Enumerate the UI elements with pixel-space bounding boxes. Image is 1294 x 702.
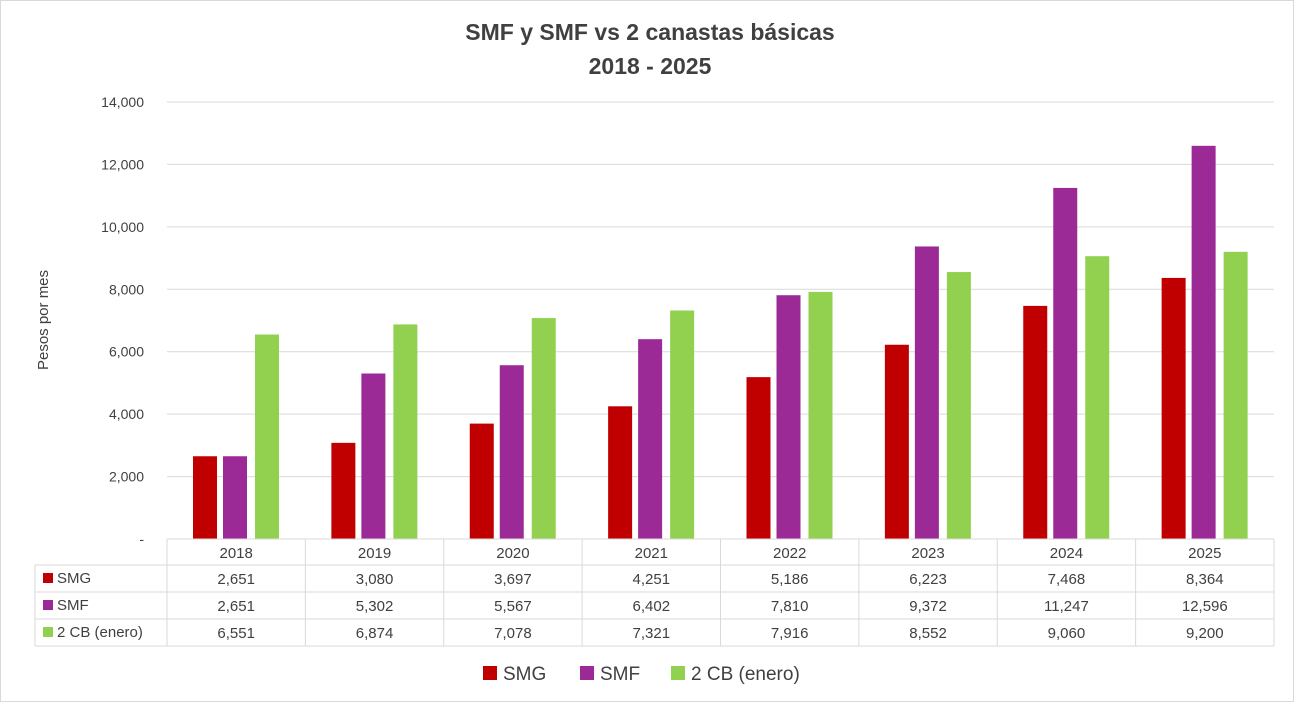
- table-legend-key: [43, 627, 53, 637]
- bar-2-cb-enero--2025: [1223, 251, 1248, 540]
- chart-title: SMF y SMF vs 2 canastas básicas: [465, 19, 834, 45]
- bar-smf-2022: [776, 295, 801, 539]
- bar-smg-2021: [608, 406, 633, 539]
- table-legend-key: [43, 573, 53, 583]
- table-cell: 7,078: [494, 625, 532, 642]
- bar-smg-2019: [331, 442, 356, 539]
- table-series-label: 2 CB (enero): [57, 624, 143, 641]
- table-series-label: SMF: [57, 597, 89, 614]
- bar-smg-2020: [469, 423, 494, 539]
- bar-2-cb-enero--2023: [946, 272, 971, 539]
- table-cell: 9,372: [909, 598, 947, 615]
- table-cell: 3,080: [356, 571, 394, 588]
- bar-smf-2021: [638, 339, 663, 539]
- table-cell: 7,810: [771, 598, 809, 615]
- table-cell: 9,060: [1048, 625, 1086, 642]
- x-tick-label: 2022: [773, 545, 806, 562]
- table-legend-key: [43, 600, 53, 610]
- bar-2-cb-enero--2022: [808, 291, 833, 539]
- table-cell: 5,302: [356, 598, 394, 615]
- table-cell: 4,251: [633, 571, 671, 588]
- legend-label: SMF: [600, 664, 640, 685]
- y-tick-label: 12,000: [101, 156, 144, 172]
- x-tick-label: 2020: [496, 545, 529, 562]
- table-cell: 5,186: [771, 571, 809, 588]
- table-cell: 7,468: [1048, 571, 1086, 588]
- x-tick-label: 2019: [358, 545, 391, 562]
- table-series-label: SMG: [57, 570, 91, 587]
- table-cell: 11,247: [1044, 598, 1089, 615]
- bar-smg-2018: [193, 456, 217, 539]
- bar-smg-2025: [1161, 277, 1186, 539]
- x-tick-label: 2023: [911, 545, 944, 562]
- bar-smf-2018: [223, 456, 247, 539]
- y-tick-label: 8,000: [109, 281, 144, 297]
- legend-key: [671, 666, 685, 680]
- bar-smg-2022: [746, 377, 771, 539]
- table-cell: 6,551: [217, 625, 255, 642]
- table-cell: 8,552: [909, 625, 947, 642]
- legend-label: 2 CB (enero): [691, 664, 800, 685]
- bar-smf-2019: [361, 373, 386, 539]
- table-cell: 12,596: [1182, 598, 1228, 615]
- legend-label: SMG: [503, 664, 546, 685]
- table-cell: 9,200: [1186, 625, 1224, 642]
- table-cell: 8,364: [1186, 571, 1224, 588]
- bar-2-cb-enero--2019: [393, 324, 418, 539]
- bar-smg-2023: [884, 344, 909, 539]
- y-tick-label: -: [139, 531, 144, 547]
- y-tick-label: 10,000: [101, 219, 144, 235]
- y-tick-label: 14,000: [101, 94, 144, 110]
- bar-smf-2025: [1191, 145, 1216, 539]
- bar-smf-2024: [1053, 187, 1078, 539]
- table-cell: 6,402: [633, 598, 671, 615]
- table-cell: 2,651: [217, 598, 255, 615]
- bar-2-cb-enero--2021: [670, 310, 695, 539]
- table-cell: 7,916: [771, 625, 809, 642]
- x-tick-label: 2025: [1188, 545, 1221, 562]
- legend-key: [580, 666, 594, 680]
- y-tick-label: 2,000: [109, 469, 144, 485]
- y-tick-label: 6,000: [109, 344, 144, 360]
- table-cell: 3,697: [494, 571, 532, 588]
- table-cell: 5,567: [494, 598, 532, 615]
- bar-2-cb-enero--2018: [255, 334, 279, 539]
- chart-subtitle: 2018 - 2025: [589, 53, 712, 79]
- bar-smg-2024: [1023, 305, 1048, 539]
- x-tick-label: 2024: [1050, 545, 1083, 562]
- bar-smf-2020: [499, 365, 524, 539]
- table-cell: 6,223: [909, 571, 947, 588]
- x-tick-label: 2021: [635, 545, 668, 562]
- table-cell: 7,321: [633, 625, 671, 642]
- bar-smf-2023: [914, 246, 939, 539]
- bar-2-cb-enero--2024: [1085, 256, 1110, 539]
- legend-key: [483, 666, 497, 680]
- y-tick-label: 4,000: [109, 406, 144, 422]
- table-cell: 2,651: [217, 571, 255, 588]
- y-axis-label: Pesos por mes: [35, 270, 52, 370]
- table-cell: 6,874: [356, 625, 394, 642]
- bar-2-cb-enero--2020: [531, 318, 556, 539]
- x-tick-label: 2018: [220, 545, 253, 562]
